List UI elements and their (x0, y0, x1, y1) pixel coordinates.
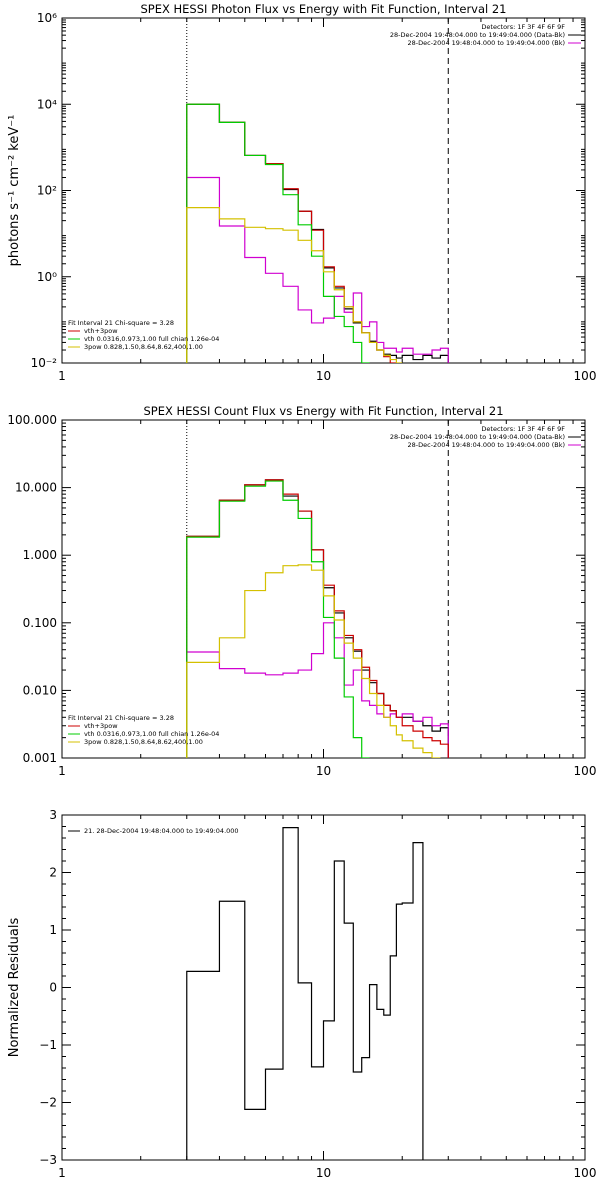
y-tick-label: 10² (37, 184, 57, 198)
legend-left-entry: Fit Interval 21 Chi-square = 3.28 (68, 714, 174, 722)
legend-right-entry: 28-Dec-2004 19:48:04.000 to 19:49:04.000… (390, 433, 565, 441)
legend-left-entry: vth+3pow (84, 327, 118, 335)
y-tick-label: 0.010 (23, 683, 57, 697)
legend-left-entry: vth 0.0316,0.973,1.00 full chian 1.26e-0… (84, 730, 219, 738)
series-line-3 (186, 480, 370, 758)
y-tick-label: 1 (49, 923, 57, 937)
y-tick-label: 10.000 (15, 481, 57, 495)
chart-title: SPEX HESSI Photon Flux vs Energy with Fi… (140, 2, 506, 16)
y-tick-label: 2 (49, 866, 57, 880)
x-tick-label: 100 (574, 1166, 597, 1180)
series-group (186, 103, 449, 363)
y-axis-label: photons s⁻¹ cm⁻² keV⁻¹ (7, 115, 22, 267)
y-tick-label: −3 (39, 1153, 57, 1167)
x-tick-label: 1 (58, 764, 66, 778)
series-line-2 (186, 103, 397, 363)
y-tick-label: 100.000 (7, 413, 57, 427)
chart-title: SPEX HESSI Count Flux vs Energy with Fit… (143, 404, 503, 418)
legend-right-entry: Detectors: 1F 3F 4F 6F 9F (481, 23, 565, 31)
y-tick-label: 0 (49, 981, 57, 995)
x-tick-label: 10 (316, 1166, 331, 1180)
legend-right-entry: 28-Dec-2004 19:48:04.000 to 19:49:04.000… (390, 31, 565, 39)
series-line-0 (186, 479, 449, 758)
count-flux-panel: SPEX HESSI Count Flux vs Energy with Fit… (7, 404, 596, 778)
x-tick-label: 10 (316, 369, 331, 383)
y-tick-label: 0.100 (23, 616, 57, 630)
legend-left-entry: 21. 28-Dec-2004 19:48:04.000 to 19:49:04… (84, 827, 239, 835)
y-tick-label: −1 (39, 1038, 57, 1052)
legend-left-entry: 3pow 0.828,1.50,8.64,8.62,400,1.00 (84, 343, 203, 351)
series-line-0 (186, 827, 424, 1160)
legend-right-entry: 28-Dec-2004 19:48:04.000 to 19:49:04.000… (408, 441, 566, 449)
plot-frame (61, 814, 586, 1161)
series-line-4 (186, 564, 441, 758)
residuals-panel: 1 10 100 −3 −2 −1 0 1 2 3 Normalized Residuals 21. … (7, 808, 596, 1180)
series-line-1 (186, 176, 449, 363)
series-line-4 (186, 207, 403, 363)
legend-right-entry: 28-Dec-2004 19:48:04.000 to 19:49:04.000… (408, 39, 566, 47)
x-tick-label: 100 (574, 369, 597, 383)
y-tick-label: 1.000 (23, 548, 57, 562)
x-tick-label: 100 (574, 764, 597, 778)
y-tick-label: 10⁴ (37, 97, 57, 111)
x-tick-label: 1 (58, 369, 66, 383)
y-tick-label: 10⁻² (31, 356, 58, 370)
legend-left-entry: vth+3pow (84, 722, 118, 730)
x-tick-label: 10 (316, 764, 331, 778)
legend-left-entry: 3pow 0.828,1.50,8.64,8.62,400,1.00 (84, 738, 203, 746)
y-axis-label: Normalized Residuals (7, 918, 22, 1058)
photon-flux-panel: SPEX HESSI Photon Flux vs Energy with Fi… (7, 2, 596, 383)
y-tick-label: 10⁰ (37, 270, 57, 284)
series-group (186, 827, 424, 1160)
legend-right-entry: Detectors: 1F 3F 4F 6F 9F (481, 425, 565, 433)
y-tick-label: 10⁶ (37, 11, 57, 25)
series-group (186, 479, 449, 758)
legend-left-entry: vth 0.0316,0.973,1.00 full chian 1.26e-0… (84, 335, 219, 343)
x-tick-label: 1 (58, 1166, 66, 1180)
y-tick-label: 0.001 (23, 751, 57, 765)
y-tick-label: 3 (49, 808, 57, 822)
series-line-0 (186, 103, 449, 363)
y-tick-label: −2 (39, 1096, 57, 1110)
legend-left-entry: Fit Interval 21 Chi-square = 3.28 (68, 319, 174, 327)
series-line-2 (186, 479, 449, 758)
series-line-1 (186, 622, 449, 758)
series-line-3 (186, 103, 370, 363)
plot-frame (61, 17, 586, 364)
